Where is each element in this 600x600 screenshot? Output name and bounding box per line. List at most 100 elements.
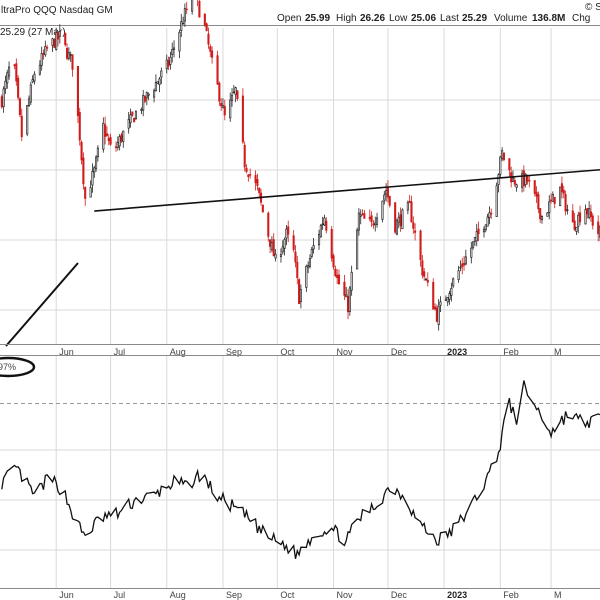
candle-body	[299, 289, 302, 302]
candle-body	[515, 184, 518, 188]
candle-body	[375, 217, 379, 225]
candle-body	[165, 59, 168, 70]
candle-body	[533, 180, 536, 194]
candle-body	[154, 82, 157, 92]
candle-body	[234, 87, 237, 95]
candle-body	[310, 249, 313, 257]
candle-body	[147, 93, 150, 96]
candle-body	[562, 189, 565, 194]
candle-body	[546, 212, 549, 217]
candle-body	[346, 295, 350, 313]
candle-body	[182, 22, 185, 25]
candle-body	[475, 231, 478, 242]
x-tick-label-lower: Feb	[503, 590, 519, 600]
candle-body	[499, 156, 502, 175]
candle-body	[459, 266, 462, 269]
candle-body	[93, 167, 96, 173]
candle-body	[17, 77, 20, 98]
candle-body	[370, 215, 373, 223]
candle-body	[426, 279, 429, 283]
candle-body	[167, 60, 170, 67]
candle-body	[470, 247, 473, 258]
candle-body	[461, 263, 464, 268]
candle-body	[82, 157, 85, 185]
candle-body	[216, 55, 219, 85]
candle-body	[383, 194, 386, 201]
candle-body	[80, 141, 83, 161]
candle-body	[205, 23, 208, 31]
candle-body	[502, 152, 505, 161]
candle-body	[133, 117, 136, 123]
candle-body	[472, 241, 475, 248]
candle-body	[18, 98, 21, 116]
candles	[0, 0, 600, 331]
chart-header: ltraPro QQQ Nasdaq GM Open 25.99 High 26…	[0, 2, 600, 38]
stat-high-label: High	[336, 13, 357, 24]
candle-body	[448, 293, 451, 300]
candle-body	[348, 287, 351, 312]
candle-body	[486, 216, 489, 227]
candle-body	[38, 64, 41, 75]
candle-body	[337, 274, 341, 285]
candle-body	[183, 8, 186, 22]
candle-body	[105, 133, 108, 136]
candle-body	[452, 278, 455, 287]
candle-body	[198, 0, 201, 18]
candle-body	[395, 220, 399, 235]
candle-body	[540, 216, 544, 221]
candle-body	[96, 147, 99, 158]
candle-body	[31, 79, 34, 83]
candle-body	[566, 209, 569, 211]
candle-body	[343, 281, 346, 296]
candle-body	[118, 136, 121, 147]
candle-body	[91, 171, 94, 186]
candle-body	[497, 174, 500, 185]
candle-body	[127, 119, 130, 129]
candle-body	[444, 298, 447, 301]
stat-open-label: Open	[277, 13, 301, 24]
candle-body	[131, 111, 134, 116]
stat-chg-label: Chg	[572, 13, 590, 24]
stat-volume-value: 136.8M	[532, 13, 565, 24]
candle-body	[171, 49, 174, 55]
candle-body	[269, 239, 272, 247]
candle-body	[397, 216, 400, 223]
candle-body	[524, 173, 527, 185]
candle-body	[221, 105, 225, 109]
candle-body	[424, 278, 428, 281]
candle-body	[423, 271, 426, 277]
candle-body	[356, 229, 359, 270]
candle-body	[385, 190, 388, 195]
candle-body	[312, 245, 315, 250]
lower-x-axis-ticks: Jun Jul Aug Sep Oct Nov Dec 2023 Feb M	[59, 590, 561, 600]
candle-body	[56, 31, 60, 40]
highlight-ellipse	[0, 356, 36, 378]
candle-body	[406, 202, 409, 211]
candle-body	[4, 80, 7, 90]
candle-body	[40, 53, 43, 66]
candle-body	[287, 226, 290, 235]
candle-body	[243, 144, 246, 168]
x-tick-label: Oct	[280, 347, 295, 357]
candle-body	[584, 209, 587, 225]
candle-body	[419, 230, 422, 260]
candle-body	[495, 185, 498, 217]
x-tick-label: Nov	[337, 347, 354, 357]
candle-body	[513, 179, 516, 185]
candle-body	[508, 158, 511, 171]
last-price-label: 25.29 (27 Mar)	[0, 27, 66, 38]
candle-body	[245, 167, 248, 172]
candle-body	[281, 246, 284, 253]
candle-body	[381, 200, 384, 220]
candle-body	[249, 174, 252, 176]
x-tick-label-lower: Nov	[337, 590, 354, 600]
candle-body	[589, 211, 592, 218]
candle-body	[577, 214, 580, 227]
candle-body	[308, 258, 312, 267]
candle-body	[44, 46, 47, 56]
candle-body	[27, 98, 31, 106]
candle-body	[388, 195, 391, 206]
candle-body	[528, 179, 531, 182]
x-tick-label: M	[554, 347, 562, 357]
